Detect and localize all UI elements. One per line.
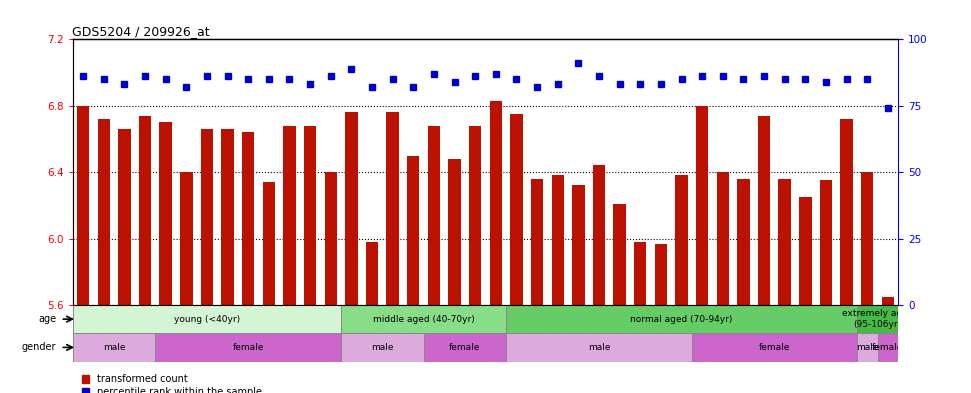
Bar (449, 159, 461, 305)
Text: middle aged (40-70yr): middle aged (40-70yr) (373, 315, 475, 323)
Bar (284, 126, 295, 305)
Bar (159, 122, 172, 305)
Bar (324, 172, 337, 305)
Bar (97, 119, 110, 305)
Bar (469, 126, 482, 305)
Bar (423, 333, 506, 362)
Bar (531, 179, 544, 305)
Bar (118, 129, 130, 305)
Bar (73, 333, 155, 362)
Text: GDS5204 / 209926_at: GDS5204 / 209926_at (72, 25, 210, 38)
Bar (552, 175, 564, 305)
Bar (779, 179, 791, 305)
Bar (366, 242, 379, 305)
Bar (155, 333, 341, 362)
Bar (593, 165, 605, 305)
Bar (304, 126, 317, 305)
Legend: transformed count, percentile rank within the sample: transformed count, percentile rank withi… (78, 370, 266, 393)
Text: male: male (103, 343, 125, 352)
Bar (428, 126, 440, 305)
Bar (758, 116, 770, 305)
Text: normal aged (70-94yr): normal aged (70-94yr) (630, 315, 733, 323)
Bar (572, 185, 585, 305)
Bar (799, 197, 812, 305)
Text: age: age (38, 314, 56, 324)
Bar (341, 333, 423, 362)
Bar (73, 305, 341, 333)
Bar (511, 114, 522, 305)
Text: female: female (232, 343, 264, 352)
Bar (346, 112, 357, 305)
Text: female: female (872, 343, 904, 352)
Bar (201, 129, 214, 305)
Text: female: female (758, 343, 790, 352)
Bar (263, 182, 275, 305)
Bar (614, 204, 626, 305)
Bar (181, 172, 192, 305)
Text: young (<40yr): young (<40yr) (174, 315, 240, 323)
Bar (820, 180, 832, 305)
Text: gender: gender (21, 342, 56, 353)
Bar (692, 333, 857, 362)
Bar (407, 156, 419, 305)
Text: male: male (587, 343, 610, 352)
Bar (634, 242, 647, 305)
Bar (489, 101, 502, 305)
Bar (861, 172, 874, 305)
Text: male: male (371, 343, 393, 352)
Text: female: female (450, 343, 481, 352)
Text: male: male (856, 343, 879, 352)
Bar (857, 305, 898, 333)
Bar (882, 297, 894, 305)
Bar (341, 305, 506, 333)
Bar (696, 106, 709, 305)
Bar (654, 244, 667, 305)
Bar (221, 129, 234, 305)
Bar (506, 305, 857, 333)
Bar (139, 116, 151, 305)
Bar (878, 333, 898, 362)
Bar (857, 333, 878, 362)
Bar (841, 119, 853, 305)
Bar (77, 106, 89, 305)
Bar (717, 172, 729, 305)
Bar (506, 333, 691, 362)
Text: extremely aged
(95-106yr): extremely aged (95-106yr) (842, 309, 914, 329)
Bar (676, 175, 687, 305)
Bar (242, 132, 254, 305)
Bar (386, 112, 399, 305)
Bar (737, 179, 750, 305)
